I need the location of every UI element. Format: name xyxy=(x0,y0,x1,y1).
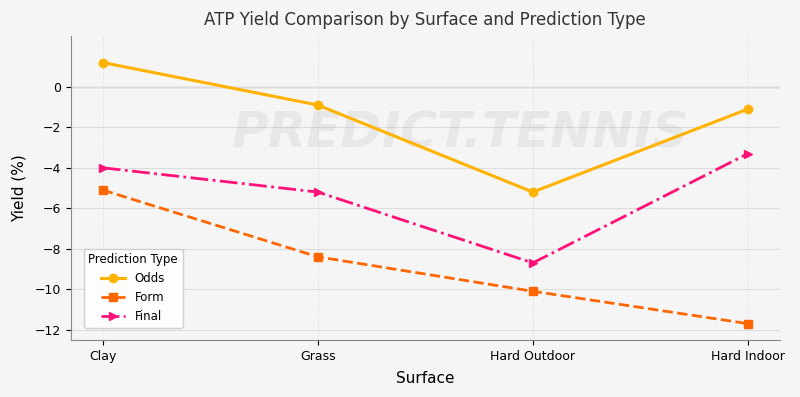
Odds xyxy=(743,107,753,112)
Line: Odds: Odds xyxy=(98,58,752,196)
Text: PREDICT.TENNIS: PREDICT.TENNIS xyxy=(232,110,690,157)
Final xyxy=(528,260,538,265)
Form xyxy=(528,289,538,294)
Final xyxy=(98,166,107,170)
Form xyxy=(313,254,322,259)
Odds xyxy=(98,60,107,65)
Final xyxy=(743,151,753,156)
Legend: Odds, Form, Final: Odds, Form, Final xyxy=(83,249,182,328)
X-axis label: Surface: Surface xyxy=(396,371,454,386)
Odds xyxy=(528,190,538,195)
Line: Form: Form xyxy=(98,186,752,328)
Form xyxy=(743,321,753,326)
Line: Final: Final xyxy=(98,149,752,267)
Y-axis label: Yield (%): Yield (%) xyxy=(11,154,26,222)
Form xyxy=(98,188,107,193)
Title: ATP Yield Comparison by Surface and Prediction Type: ATP Yield Comparison by Surface and Pred… xyxy=(205,11,646,29)
Odds xyxy=(313,103,322,108)
Final xyxy=(313,190,322,195)
